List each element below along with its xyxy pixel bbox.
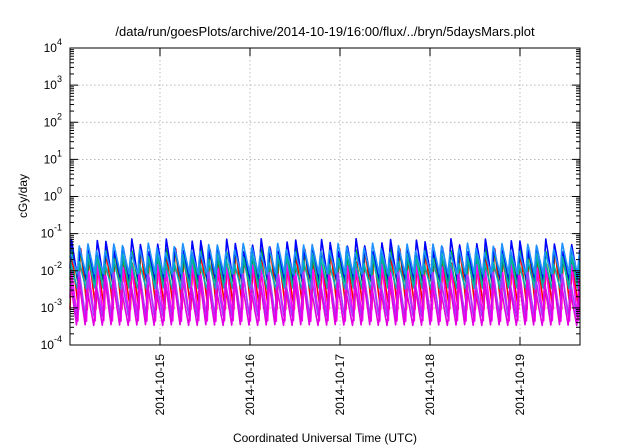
y-tick-label: 101 bbox=[44, 148, 62, 166]
y-tick-label: 102 bbox=[44, 111, 62, 129]
y-tick-label: 100 bbox=[44, 186, 62, 204]
y-tick-label: 10-2 bbox=[41, 260, 62, 278]
x-ticks: 2014-10-15 2014-10-16 2014-10-17 2014-10-18… bbox=[153, 48, 527, 415]
y-tick-label: 10-3 bbox=[41, 297, 62, 315]
y-ticks: 10-4 10-3 10-2 10-1 100 101 102 103 104 bbox=[41, 37, 580, 352]
series-line-5 bbox=[69, 252, 581, 290]
x-tick-label: 2014-10-19 bbox=[513, 354, 527, 416]
y-tick-label: 10-1 bbox=[41, 223, 62, 241]
x-tick-label: 2014-10-17 bbox=[333, 354, 347, 416]
y-tick-label: 104 bbox=[44, 37, 62, 55]
x-tick-label: 2014-10-18 bbox=[423, 354, 437, 416]
y-tick-label: 10-4 bbox=[41, 334, 62, 352]
x-tick-label: 2014-10-15 bbox=[153, 354, 167, 416]
series-line-6 bbox=[69, 242, 581, 275]
series-line-8 bbox=[69, 274, 581, 327]
y-axis-label: cGy/day bbox=[16, 174, 30, 218]
y-tick-label: 103 bbox=[44, 74, 62, 92]
x-tick-label: 2014-10-16 bbox=[243, 354, 257, 416]
series-group bbox=[69, 237, 581, 327]
chart-title: /data/run/goesPlots/archive/2014-10-19/1… bbox=[115, 24, 535, 39]
x-axis-label: Coordinated Universal Time (UTC) bbox=[233, 431, 417, 445]
